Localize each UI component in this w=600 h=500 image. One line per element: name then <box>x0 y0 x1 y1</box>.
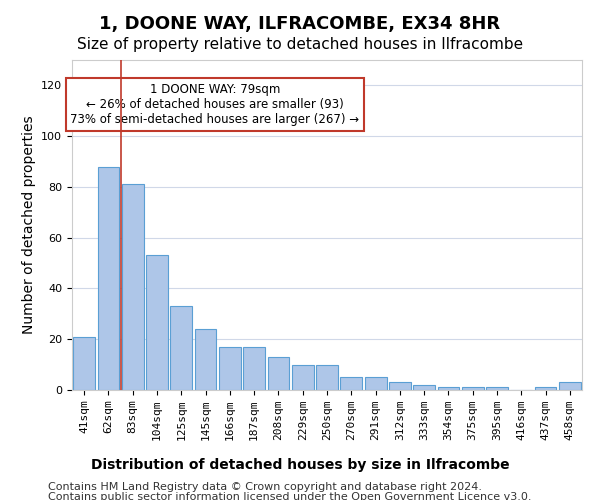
Text: Contains public sector information licensed under the Open Government Licence v3: Contains public sector information licen… <box>48 492 532 500</box>
Bar <box>146 256 168 390</box>
Bar <box>413 385 435 390</box>
Bar <box>97 166 119 390</box>
Text: 1 DOONE WAY: 79sqm
← 26% of detached houses are smaller (93)
73% of semi-detache: 1 DOONE WAY: 79sqm ← 26% of detached hou… <box>70 83 359 126</box>
Text: Distribution of detached houses by size in Ilfracombe: Distribution of detached houses by size … <box>91 458 509 471</box>
Bar <box>268 357 289 390</box>
Bar <box>73 336 95 390</box>
Bar <box>194 329 217 390</box>
Bar <box>462 388 484 390</box>
Y-axis label: Number of detached properties: Number of detached properties <box>22 116 35 334</box>
Bar <box>292 364 314 390</box>
Bar <box>535 388 556 390</box>
Bar <box>486 388 508 390</box>
Bar <box>170 306 192 390</box>
Bar <box>243 347 265 390</box>
Bar <box>365 378 386 390</box>
Text: Contains HM Land Registry data © Crown copyright and database right 2024.: Contains HM Land Registry data © Crown c… <box>48 482 482 492</box>
Bar <box>437 388 460 390</box>
Bar <box>316 364 338 390</box>
Text: 1, DOONE WAY, ILFRACOMBE, EX34 8HR: 1, DOONE WAY, ILFRACOMBE, EX34 8HR <box>100 15 500 33</box>
Bar <box>219 347 241 390</box>
Text: Size of property relative to detached houses in Ilfracombe: Size of property relative to detached ho… <box>77 38 523 52</box>
Bar <box>559 382 581 390</box>
Bar <box>389 382 411 390</box>
Bar <box>122 184 143 390</box>
Bar <box>340 378 362 390</box>
